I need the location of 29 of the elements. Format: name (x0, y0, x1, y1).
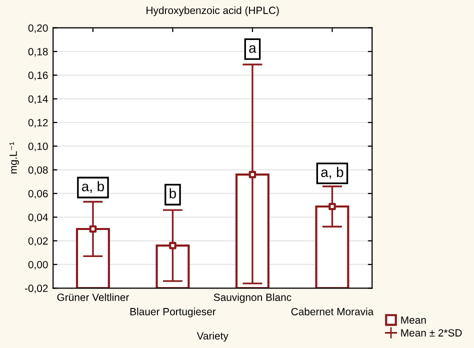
y-tick-label: 0,08 (28, 166, 48, 175)
y-axis-title: mg.L⁻¹ (10, 142, 19, 174)
annotation: b (170, 188, 176, 198)
y-tick-label: 0,14 (28, 95, 48, 104)
chart-title: Hydroxybenzoic acid (HPLC) (146, 6, 279, 16)
y-tick-label: 0,18 (28, 48, 48, 57)
point (248, 170, 256, 178)
x-axis-title: Variety (196, 332, 228, 342)
legend-label: Mean (401, 316, 426, 324)
y-tick-label: 0,20 (28, 24, 48, 33)
y-tick-label: 0,12 (28, 118, 48, 128)
y-tick-label: 0,10 (28, 142, 48, 152)
point (89, 225, 97, 233)
y-tick-label: 0,02 (28, 237, 48, 246)
x-tick-label: Grüner Veltliner (57, 293, 129, 301)
annotation: a (249, 45, 256, 53)
annotation: a, b (321, 166, 344, 179)
point (169, 242, 176, 250)
y-tick-label: 0,06 (28, 190, 48, 199)
x-tick-label: Cabernet Moravia (291, 308, 374, 316)
x-tick-label: Sauvignon Blanc (214, 293, 292, 304)
y-tick-label: -0,02 (24, 284, 48, 294)
x-tick-label: Blauer Portugieser (130, 308, 216, 318)
y-tick-label: 0,16 (28, 72, 48, 80)
annotation: a, b (82, 181, 104, 193)
point (328, 202, 336, 210)
y-tick-label: 0,00 (28, 260, 48, 270)
y-tick-label: 0,04 (28, 214, 48, 222)
text: Mean ± 2*SD (401, 329, 462, 337)
